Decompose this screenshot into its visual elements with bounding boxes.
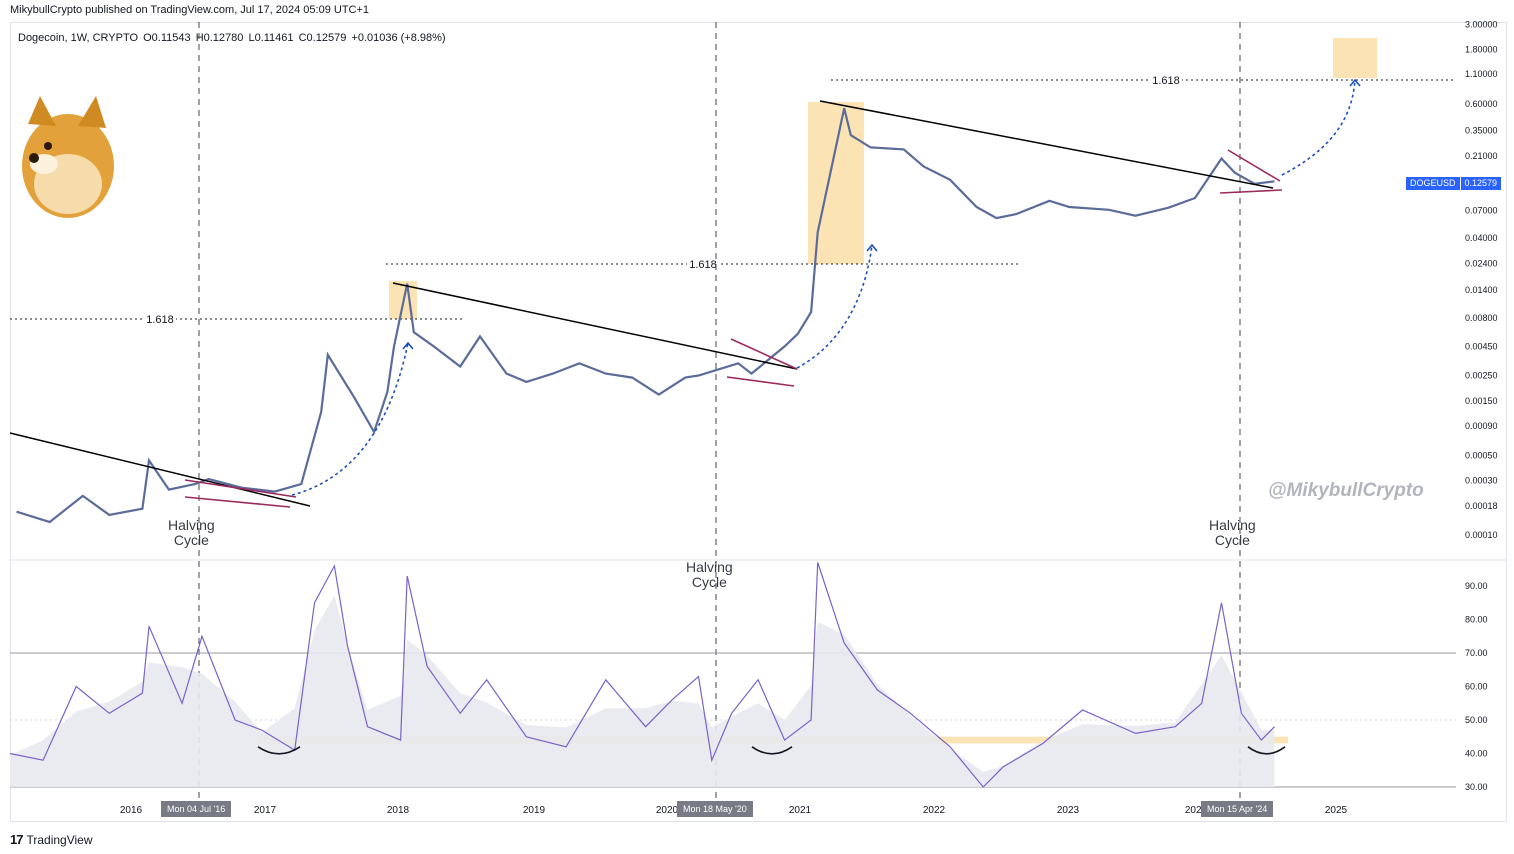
low-value: L0.11461 (248, 32, 294, 44)
rsi-tick-label: 40.00 (1465, 749, 1488, 759)
price-tick-label: 0.01400 (1465, 285, 1498, 295)
price-tick-label: 0.00800 (1465, 313, 1498, 323)
price-tick-label: 0.60000 (1465, 99, 1498, 109)
time-tick-label: 2016 (120, 805, 143, 816)
tradingview-logo[interactable]: 17 TradingView (10, 832, 93, 847)
time-tick-label: 2020 (656, 805, 679, 816)
price-tick-label: 0.00050 (1465, 450, 1498, 460)
fib-label: 1.618 (689, 259, 717, 271)
halving-label-word: Halving (686, 559, 733, 575)
time-tick-label: 2021 (789, 805, 812, 816)
rsi-tick-label: 60.00 (1465, 682, 1488, 692)
price-tick-label: 0.07000 (1465, 205, 1498, 215)
symbol-legend: Dogecoin, 1W, CRYPTO O0.11543 H0.12780 L… (18, 32, 448, 44)
price-tick-label: 0.00010 (1465, 530, 1498, 540)
price-tag: DOGEUSD 0.12579 (1406, 177, 1502, 190)
halving-label-2020: Halving Cycle (686, 560, 733, 590)
halving-label-2024: Halving Cycle (1209, 518, 1256, 548)
high-value: H0.12780 (195, 32, 244, 44)
author-watermark: @MikybullCrypto (1268, 480, 1424, 501)
halving-label-word: Cycle (1214, 532, 1250, 548)
fib-label-bg (687, 257, 719, 270)
projection-arrow-3 (1281, 79, 1356, 176)
halving-label-word: Cycle (691, 574, 727, 590)
price-tick-label: 0.35000 (1465, 126, 1498, 136)
chart-frame (10, 22, 1507, 822)
doge-logo (22, 96, 114, 218)
date-badge-2: Mon 18 May '20 (677, 801, 753, 817)
target-box-2025 (1333, 38, 1377, 78)
wedge-line-3 (730, 338, 798, 370)
price-tick-label: 0.00150 (1465, 396, 1498, 406)
trendline-3 (819, 100, 1274, 189)
halving-label-word: Cycle (173, 532, 209, 548)
wedge-line-5 (1227, 149, 1281, 182)
time-tick-label: 2023 (1057, 805, 1080, 816)
arrow-head-2 (866, 243, 878, 252)
price-tick-label: 0.21000 (1465, 151, 1498, 161)
arrow-head-3 (1349, 78, 1361, 87)
rsi-tick-label: 70.00 (1465, 648, 1488, 658)
date-badge-3: Mon 15 Apr '24 (1201, 801, 1274, 817)
price-tick-label: 0.00018 (1465, 501, 1498, 511)
rsi-average-area (10, 595, 1275, 787)
doge-nose (29, 153, 39, 163)
time-tick-label: 2025 (1325, 805, 1348, 816)
price-tag-symbol: DOGEUSD (1406, 177, 1461, 190)
price-tick-label: 0.02400 (1465, 258, 1498, 268)
change-value: +0.01036 (+8.98%) (351, 32, 446, 44)
rsi-tick-label: 30.00 (1465, 782, 1488, 792)
time-tick-label: 2022 (923, 805, 946, 816)
doge-eye (44, 142, 52, 150)
fib-label-bg (144, 312, 176, 325)
trendline-2 (392, 282, 798, 370)
price-tick-label: 1.80000 (1465, 45, 1498, 55)
halving-label-word: Halving (168, 517, 215, 533)
price-tag-value: 0.12579 (1460, 177, 1502, 190)
doge-ear-left (28, 96, 56, 126)
price-tick-label: 0.00090 (1465, 421, 1498, 431)
price-series-line (16, 108, 1275, 524)
price-tick-label: 3.00000 (1465, 19, 1498, 29)
price-tick-label: 1.10000 (1465, 69, 1498, 79)
rsi-bottom-arc-3 (1247, 746, 1286, 755)
time-tick-label: 2018 (387, 805, 410, 816)
time-tick-label: 2024 (1185, 805, 1208, 816)
time-tick-label: 2019 (523, 805, 546, 816)
date-badge-1: Mon 04 Jul '16 (161, 801, 232, 817)
tradingview-mark-icon: 17 (10, 832, 24, 847)
doge-ear-right (78, 96, 106, 128)
open-value: O0.11543 (143, 32, 191, 44)
rsi-bottom-arc-1 (257, 746, 301, 755)
time-tick-label: 2017 (254, 805, 277, 816)
arrow-head-1 (402, 341, 414, 350)
trendline-1 (9, 432, 311, 507)
fib-label: 1.618 (1152, 75, 1180, 87)
rsi-tick-label: 50.00 (1465, 715, 1488, 725)
rsi-tick-label: 80.00 (1465, 615, 1488, 625)
halving-label-2016: Halving Cycle (168, 518, 215, 548)
price-tick-label: 0.04000 (1465, 233, 1498, 243)
halving-label-word: Halving (1209, 517, 1256, 533)
price-tick-label: 0.00250 (1465, 371, 1498, 381)
price-tick-label: 0.00450 (1465, 341, 1498, 351)
rsi-series-line (9, 562, 1275, 788)
symbol-name: Dogecoin, 1W, CRYPTO (18, 32, 139, 44)
close-value: C0.12579 (298, 32, 347, 44)
publisher-line: MikybullCrypto published on TradingView.… (10, 4, 370, 16)
price-tick-label: 0.00030 (1465, 476, 1498, 486)
fib-label: 1.618 (146, 314, 174, 326)
wedge-line-1 (184, 479, 297, 498)
rsi-bottom-arc-2 (751, 746, 793, 755)
tradingview-wordmark: TradingView (26, 832, 93, 847)
wedge-line-6 (1219, 189, 1283, 194)
wedge-line-2 (184, 496, 291, 508)
fib-label-bg (1150, 73, 1182, 86)
wedge-line-4 (726, 376, 795, 387)
rsi-tick-label: 90.00 (1465, 581, 1488, 591)
